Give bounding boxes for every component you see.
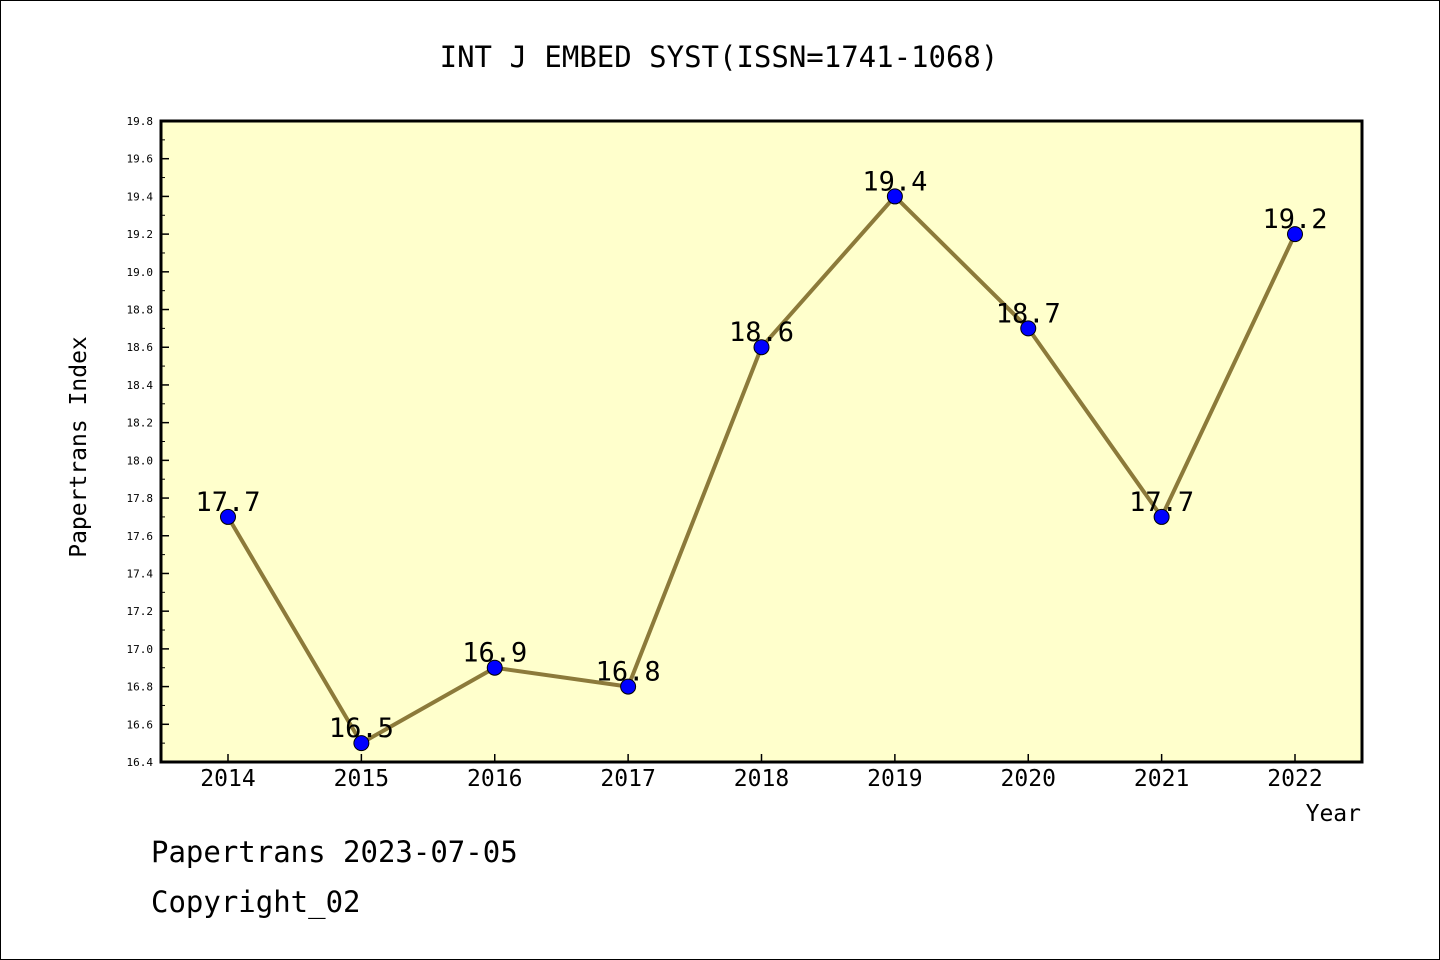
x-tick-label: 2017 [600,766,655,792]
y-tick-label: 17.0 [127,643,154,656]
y-tick-label: 16.8 [127,681,154,694]
plot-border [159,119,1364,764]
y-tick-label: 19.8 [127,115,154,128]
data-point-label: 16.8 [596,657,661,688]
data-point-label: 19.2 [1262,204,1327,235]
x-tick-label: 2015 [334,766,389,792]
x-axis-label: Year [1306,801,1361,827]
data-labels: 17.7 16.5 16.9 16.8 18.6 19.4 18.7 17.7 19.2 [195,166,1327,744]
y-axis: 16.4 16.6 16.8 17.0 17.2 17.4 17.6 17.8 18.0 18.2… [127,115,169,769]
y-tick-label: 17.8 [127,492,154,505]
y-tick-label: 18.8 [127,304,154,317]
y-tick-label: 17.6 [127,530,154,543]
y-axis-label: Papertrans Index [66,336,92,558]
y-tick-label: 19.6 [127,153,154,166]
y-tick-label: 18.4 [127,379,154,392]
y-tick-label: 17.4 [127,567,154,580]
y-tick-label: 17.2 [127,605,154,618]
data-point-marker [353,735,370,752]
y-tick-label: 19.2 [127,228,154,241]
data-point-marker [486,659,503,676]
y-tick-label: 18.0 [127,454,154,467]
plot-area [161,121,1362,762]
footer-copyright-text: Copyright_02 [151,885,361,919]
y-tick-label: 18.6 [127,341,154,354]
data-point-label: 16.9 [462,638,527,669]
data-point-marker [1153,508,1170,525]
y-tick-label: 19.0 [127,266,154,279]
series-markers [220,188,1303,752]
x-tick-label: 2016 [467,766,522,792]
data-point-marker [220,508,236,525]
y-tick-label: 16.4 [127,756,154,769]
data-point-label: 18.7 [996,298,1061,329]
y-tick-label: 18.2 [127,417,154,430]
x-tick-label: 2022 [1267,766,1322,792]
data-point-label: 17.7 [1129,487,1194,518]
data-point-marker [1020,320,1037,337]
chart-title: INT J EMBED SYST(ISSN=1741-1068) [440,40,999,74]
data-point-label: 19.4 [862,166,927,197]
data-point-label: 16.5 [329,713,394,744]
data-point-marker [753,339,770,356]
x-tick-label: 2018 [734,766,789,792]
y-tick-label: 19.4 [127,190,154,203]
data-point-label: 18.6 [729,317,794,348]
data-point-marker [620,678,637,695]
x-tick-label: 2020 [1001,766,1056,792]
data-point-label: 17.7 [195,487,260,518]
data-point-marker [886,188,903,205]
data-point-marker [1287,226,1303,243]
x-tick-label: 2021 [1134,766,1189,792]
x-tick-label: 2014 [200,766,255,792]
x-tick-label: 2019 [867,766,922,792]
footer-date-text: Papertrans 2023-07-05 [151,835,518,869]
x-axis: 2014 2015 2016 2017 2018 2019 2020 2021 2022 [200,754,1323,792]
y-tick-label: 16.6 [127,718,154,731]
